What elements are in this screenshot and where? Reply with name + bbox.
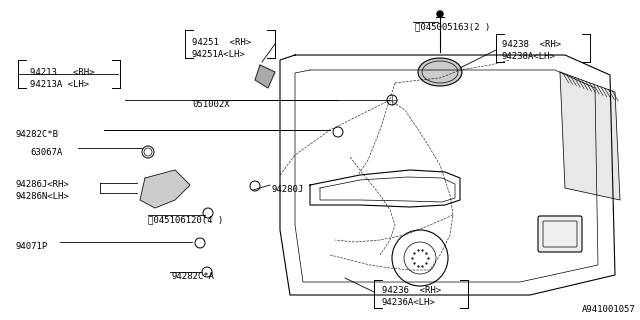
Text: 94282C*B: 94282C*B (16, 130, 59, 139)
Circle shape (437, 11, 443, 17)
Text: 94282C*A: 94282C*A (172, 272, 215, 281)
FancyBboxPatch shape (538, 216, 582, 252)
Text: 94251  <RH>: 94251 <RH> (192, 38, 251, 47)
Text: 94238A<LH>: 94238A<LH> (502, 52, 556, 61)
Text: 94286N<LH>: 94286N<LH> (16, 192, 70, 201)
Text: 94280J: 94280J (272, 185, 304, 194)
Text: 94213A <LH>: 94213A <LH> (30, 80, 89, 89)
Polygon shape (560, 72, 620, 200)
Text: 94238  <RH>: 94238 <RH> (502, 40, 561, 49)
Text: 94071P: 94071P (16, 242, 48, 251)
Text: 94236  <RH>: 94236 <RH> (382, 286, 441, 295)
Polygon shape (255, 65, 275, 88)
Text: 94213   <RH>: 94213 <RH> (30, 68, 95, 77)
Text: Ⓢ045005163(2 ): Ⓢ045005163(2 ) (415, 22, 490, 31)
Text: Ⓝ045106120(4 ): Ⓝ045106120(4 ) (148, 215, 223, 224)
Text: 63067A: 63067A (30, 148, 62, 157)
Ellipse shape (418, 58, 462, 86)
Text: 94236A<LH>: 94236A<LH> (382, 298, 436, 307)
Polygon shape (140, 170, 190, 208)
Text: 94286J<RH>: 94286J<RH> (16, 180, 70, 189)
Text: 051002X: 051002X (192, 100, 230, 109)
Text: A941001057: A941001057 (582, 305, 636, 314)
Text: 94251A<LH>: 94251A<LH> (192, 50, 246, 59)
